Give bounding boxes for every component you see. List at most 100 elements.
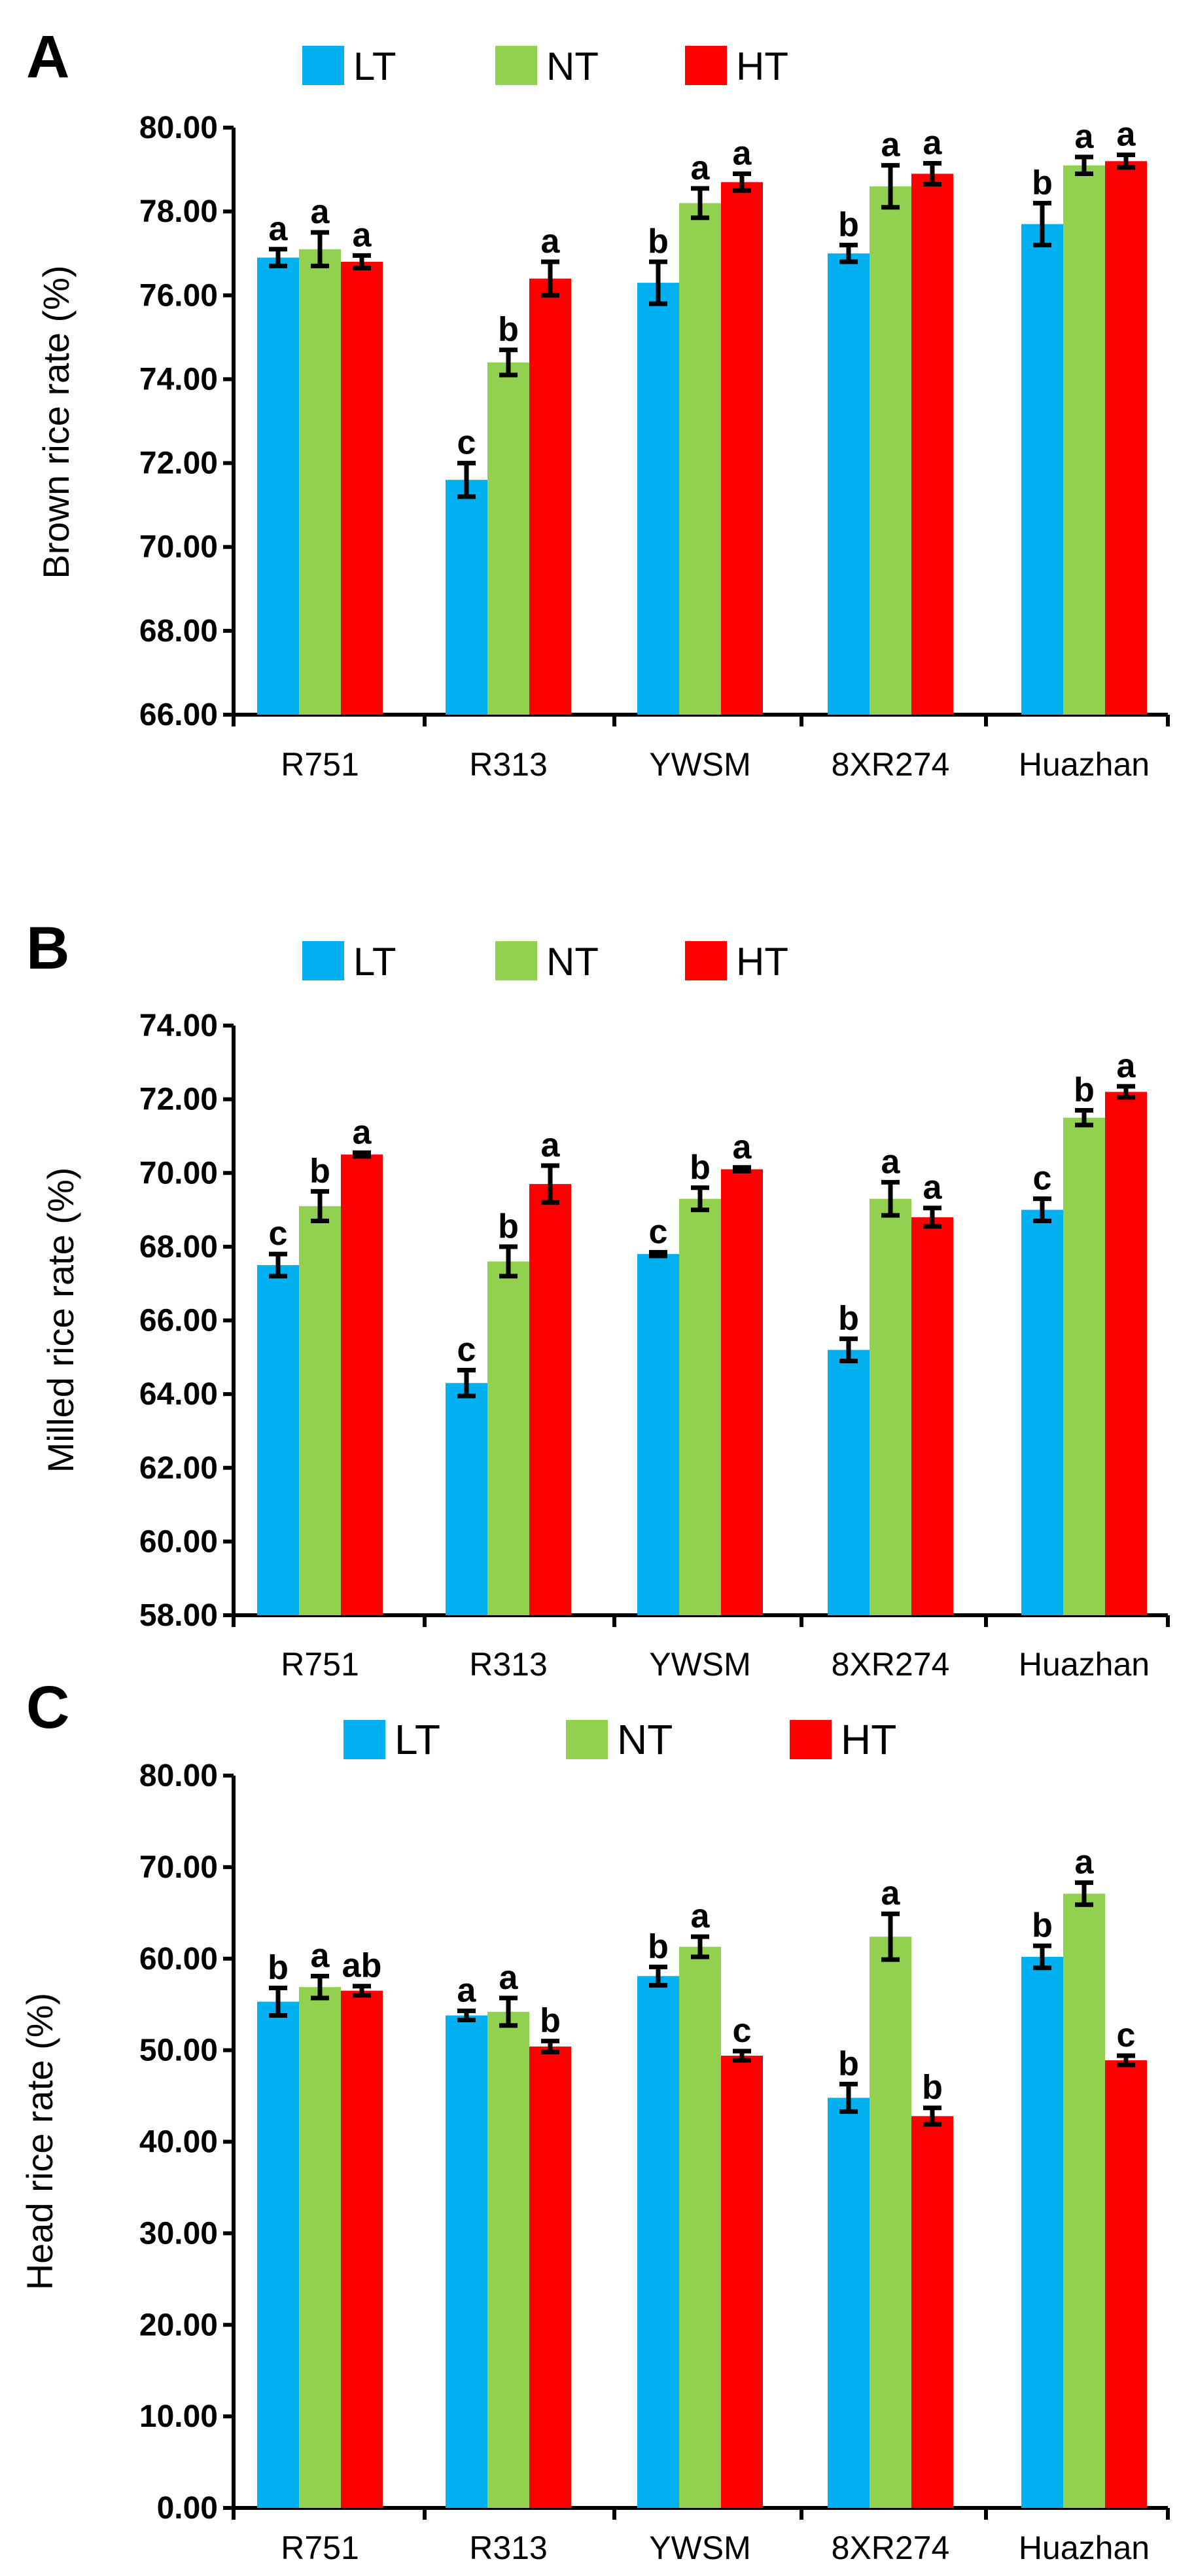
- y-tick-label: 30.00: [139, 2216, 218, 2251]
- bar-lt: [446, 2015, 487, 2508]
- y-axis-title: Milled rice rate (%): [40, 1168, 81, 1473]
- bar-lt: [1021, 224, 1063, 715]
- bar-nt: [299, 1206, 341, 1615]
- significance-letter: b: [498, 1208, 519, 1245]
- panel-B: B LT NT HT 58.00 60.00 62.00 64.00 66.00 68.00 70.…: [26, 915, 1170, 1683]
- y-tick-label: 70.00: [139, 1850, 218, 1885]
- significance-letter: c: [269, 1215, 288, 1253]
- bar-lt: [828, 253, 870, 715]
- legend-label-nt: NT: [546, 45, 599, 88]
- y-tick-label: 40.00: [139, 2125, 218, 2160]
- significance-letter: a: [923, 1169, 943, 1207]
- y-tick-label: 74.00: [139, 1009, 218, 1043]
- bar-nt: [870, 1937, 911, 2508]
- y-tick-label: 68.00: [139, 614, 218, 649]
- bar-lt: [828, 1350, 870, 1615]
- y-tick-label: 70.00: [139, 530, 218, 565]
- significance-letter: b: [1074, 1071, 1095, 1109]
- y-tick-label: 66.00: [139, 698, 218, 732]
- significance-letter: a: [691, 1897, 711, 1935]
- significance-letter: b: [309, 1152, 330, 1190]
- y-tick-label: 70.00: [139, 1156, 218, 1190]
- legend-label-ht: HT: [736, 45, 788, 88]
- significance-letter: a: [1075, 118, 1095, 156]
- significance-letter: a: [923, 124, 943, 162]
- y-tick-label: 60.00: [139, 1942, 218, 1977]
- bar-nt: [487, 2011, 529, 2508]
- legend-swatch-ht: [685, 941, 727, 980]
- legend-label-ht: HT: [841, 1716, 896, 1763]
- category-label: 8XR274: [832, 1646, 950, 1683]
- panel-label: A: [26, 24, 69, 90]
- significance-letter: b: [838, 1300, 859, 1338]
- significance-letter: b: [922, 2069, 943, 2107]
- bar-nt: [679, 1198, 721, 1615]
- bar-ht: [911, 2116, 953, 2508]
- panel-label: B: [26, 915, 69, 982]
- y-tick-label: 80.00: [139, 1759, 218, 1793]
- bar-nt: [1063, 1117, 1105, 1615]
- legend-swatch-ht: [685, 46, 727, 85]
- category-label: R313: [469, 746, 548, 783]
- legend-label-lt: LT: [353, 45, 396, 88]
- y-tick-label: 66.00: [139, 1304, 218, 1338]
- y-tick-label: 68.00: [139, 1230, 218, 1264]
- bar-nt: [679, 203, 721, 715]
- significance-letter: a: [353, 1113, 372, 1151]
- panel-label: C: [26, 1674, 69, 1741]
- bar-lt: [1021, 1209, 1063, 1615]
- legend-swatch-lt: [343, 1720, 385, 1759]
- legend-swatch-lt: [302, 46, 344, 85]
- bar-lt: [257, 257, 299, 715]
- significance-letter: a: [1117, 116, 1136, 154]
- significance-letter: a: [541, 223, 561, 260]
- significance-letter: b: [838, 2045, 859, 2083]
- y-tick-label: 80.00: [139, 111, 218, 145]
- significance-letter: a: [691, 149, 711, 187]
- significance-letter: a: [499, 1959, 519, 1997]
- significance-letter: b: [498, 311, 519, 349]
- significance-letter: a: [881, 126, 901, 164]
- significance-letter: c: [733, 2012, 752, 2050]
- significance-letter: c: [649, 1213, 668, 1251]
- category-label: Huazhan: [1019, 2530, 1150, 2566]
- category-label: R751: [281, 2530, 359, 2566]
- y-tick-label: 20.00: [139, 2308, 218, 2342]
- significance-letter: a: [733, 134, 752, 172]
- category-label: Huazhan: [1019, 746, 1150, 783]
- category-label: R751: [281, 746, 359, 783]
- significance-letter: b: [1032, 164, 1053, 202]
- bar-ht: [911, 1217, 953, 1615]
- significance-letter: ab: [342, 1947, 382, 1985]
- y-tick-label: 72.00: [139, 446, 218, 481]
- bar-ht: [529, 1184, 571, 1615]
- bar-nt: [1063, 165, 1105, 715]
- category-label: YWSM: [649, 2530, 751, 2566]
- bar-nt: [487, 362, 529, 715]
- panel-C: C LT NT HT 0.00 10.00 20.00 30.00 40.00 50.00 60.0…: [19, 1674, 1170, 2566]
- bar-ht: [341, 262, 383, 715]
- significance-letter: c: [1117, 2016, 1136, 2054]
- bar-lt: [446, 1383, 487, 1615]
- bar-nt: [487, 1261, 529, 1615]
- bar-ht: [1105, 161, 1147, 715]
- bar-lt: [637, 1976, 679, 2508]
- bar-nt: [870, 1198, 911, 1615]
- category-label: 8XR274: [832, 2530, 950, 2566]
- bar-lt: [637, 1254, 679, 1615]
- significance-letter: b: [648, 1927, 669, 1965]
- bar-nt: [679, 1946, 721, 2508]
- bar-ht: [911, 173, 953, 715]
- y-tick-label: 50.00: [139, 2033, 218, 2068]
- bar-ht: [529, 2047, 571, 2508]
- category-label: R313: [469, 2530, 548, 2566]
- bar-ht: [529, 278, 571, 715]
- significance-letter: a: [881, 1874, 901, 1912]
- bar-nt: [299, 249, 341, 715]
- significance-letter: b: [540, 2002, 561, 2040]
- significance-letter: c: [1033, 1160, 1052, 1198]
- y-tick-label: 72.00: [139, 1082, 218, 1117]
- legend-swatch-nt: [495, 941, 537, 980]
- significance-letter: b: [838, 206, 859, 243]
- legend-label-ht: HT: [736, 940, 788, 984]
